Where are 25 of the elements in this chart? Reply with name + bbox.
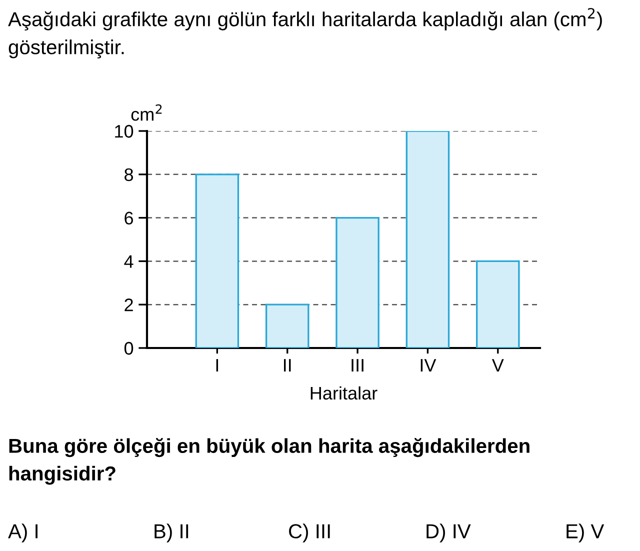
x-axis-title: Haritalar bbox=[310, 386, 378, 400]
y-tick-label: 6 bbox=[124, 212, 134, 225]
bar bbox=[476, 260, 520, 348]
y-tick-label: 10 bbox=[115, 124, 134, 138]
x-tick-label: II bbox=[284, 359, 291, 372]
x-tick-label: IV bbox=[420, 359, 436, 372]
bar bbox=[195, 174, 240, 348]
y-axis-title: cm$^{2}$ bbox=[131, 104, 162, 121]
text: D) IV bbox=[426, 524, 471, 542]
text: E) V bbox=[566, 524, 604, 542]
y-tick-label: 0 bbox=[124, 342, 134, 355]
chart-title: Aşağıdaki grafikte aynı gölün farklı haritalarda kapladığı alan (cm$^{2}$) gösterilmiştir. bbox=[8, 8, 602, 58]
text: Buna göre ölçeği en büyük olan harita aşağıdakilerden hangisidir? bbox=[9, 438, 530, 485]
y-tick-label: 8 bbox=[124, 168, 134, 182]
text: B) II bbox=[154, 524, 188, 542]
x-tick-label: I bbox=[216, 359, 218, 372]
text: C) III bbox=[289, 524, 330, 542]
bar bbox=[336, 216, 380, 348]
bar bbox=[265, 304, 310, 348]
bar bbox=[406, 131, 450, 348]
y-tick-label: 2 bbox=[124, 298, 133, 312]
x-tick-label: V bbox=[492, 359, 504, 372]
x-tick-label: III bbox=[352, 359, 364, 372]
y-tick-label: 4 bbox=[124, 255, 134, 268]
text: A) I bbox=[8, 524, 38, 542]
